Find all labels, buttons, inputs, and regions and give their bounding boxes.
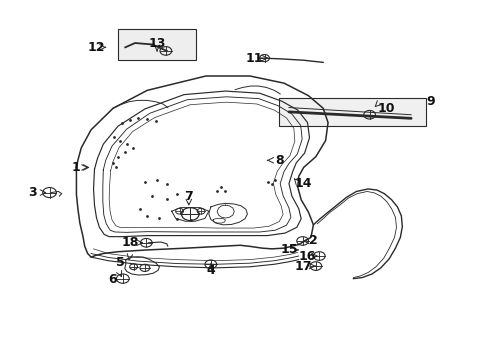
Text: 11: 11: [246, 51, 264, 64]
Text: 5: 5: [116, 256, 125, 269]
Text: 10: 10: [378, 102, 395, 115]
Text: 14: 14: [295, 177, 313, 190]
Text: 15: 15: [280, 243, 298, 256]
Text: 13: 13: [148, 37, 166, 50]
Bar: [279, 98, 426, 126]
Text: 4: 4: [206, 264, 215, 277]
Text: 16: 16: [298, 249, 316, 262]
Text: 8: 8: [275, 154, 284, 167]
Text: 3: 3: [28, 186, 37, 199]
Text: 7: 7: [184, 190, 193, 203]
Bar: [118, 30, 196, 60]
Text: 17: 17: [295, 260, 313, 273]
Text: 9: 9: [426, 95, 435, 108]
Text: 18: 18: [122, 236, 139, 249]
Text: 6: 6: [108, 273, 117, 286]
Text: 2: 2: [309, 234, 318, 247]
Text: 12: 12: [88, 41, 105, 54]
Text: 1: 1: [72, 161, 81, 174]
